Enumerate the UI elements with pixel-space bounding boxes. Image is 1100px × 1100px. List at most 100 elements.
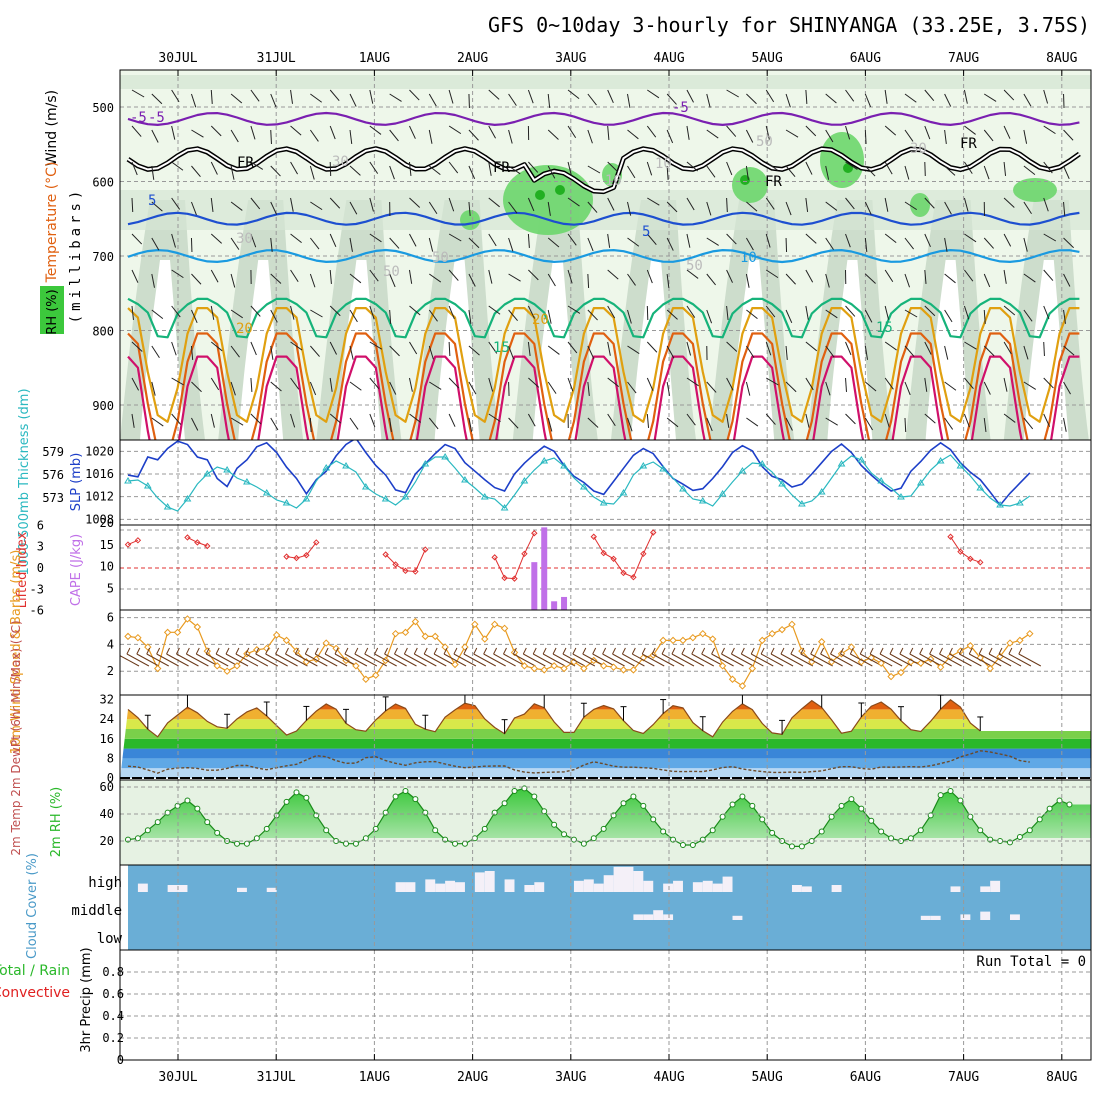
cloud-high-bar — [395, 882, 406, 892]
wind-barb-flag — [344, 647, 349, 655]
upper-wind-barb — [448, 269, 459, 281]
rh-point — [293, 789, 300, 796]
upper-wind-barb — [983, 129, 994, 142]
wind-speed-point — [1026, 629, 1034, 638]
upper-wind-barb — [1043, 341, 1045, 357]
wind-barb-flag — [195, 647, 200, 655]
upper-wind-barb — [468, 237, 480, 249]
upper-wind-barb — [210, 161, 218, 175]
upper-wind-barb — [131, 125, 142, 137]
thickness-point — [778, 480, 786, 487]
thickness-point — [381, 495, 390, 502]
wind-barb-flag — [483, 647, 488, 655]
thickness-point — [401, 493, 410, 500]
rh-point — [590, 835, 597, 842]
li-point — [392, 561, 399, 568]
upper-wind-barb — [1023, 237, 1028, 252]
slp-thickness-panel: 579 576 573 1020 1016 1012 1008 — [42, 439, 1092, 526]
wind-barb — [582, 653, 606, 667]
cloud-high-bar — [474, 872, 485, 892]
upper-wind-barb — [290, 197, 294, 212]
upper-wind-barb — [805, 197, 809, 212]
cloud-high-bar — [791, 885, 802, 892]
wind-barb — [324, 653, 348, 667]
wind-barb — [205, 653, 229, 667]
contour-label: -5 — [672, 100, 689, 116]
cape-bar — [561, 596, 568, 610]
upper-wind-barb — [805, 305, 809, 320]
wind-speed-point — [471, 620, 479, 629]
upper-wind-barb — [527, 89, 534, 104]
wind-barb — [879, 653, 903, 667]
upper-wind-barb — [151, 165, 155, 180]
rh-point — [660, 828, 667, 835]
thickness-point — [540, 457, 549, 464]
upper-wind-barb — [904, 237, 914, 250]
rh-core — [555, 185, 565, 195]
upper-wind-barb — [230, 345, 240, 358]
rh-point — [412, 796, 419, 803]
rh-point — [541, 808, 548, 815]
wind-speed-point — [748, 664, 757, 673]
cloud-high-bar — [237, 887, 247, 892]
legend-temperature: Temperature (°C) — [44, 162, 60, 284]
wind-speed-point — [401, 628, 410, 637]
cloud-mid-bar — [643, 914, 654, 920]
date-label-top: 4AUG — [653, 51, 684, 66]
cape-bar — [531, 562, 538, 610]
cloud-high-bar — [583, 879, 594, 892]
upper-wind-barb — [448, 233, 462, 242]
upper-wind-barb — [230, 201, 243, 211]
upper-wind-barb — [1003, 233, 1012, 247]
upper-wind-barb — [567, 341, 578, 354]
slp-tick: 1020 — [85, 444, 114, 458]
upper-wind-barb — [924, 269, 927, 284]
upper-wind-barb — [1023, 381, 1037, 390]
upper-wind-barb — [666, 93, 677, 105]
contour-label: 10 — [605, 173, 622, 189]
precip-tick: 0.2 — [102, 1031, 124, 1045]
upper-wind-barb — [508, 201, 518, 214]
upper-wind-barb — [845, 413, 856, 425]
upper-wind-barb — [171, 161, 184, 171]
upper-wind-barb — [944, 93, 952, 107]
upper-wind-barb — [944, 381, 957, 391]
upper-wind-barb — [607, 269, 619, 280]
wind-speed-point — [421, 632, 430, 641]
cloud-high-bar — [266, 887, 277, 892]
wind-barb-flag — [354, 647, 359, 655]
wind-barb — [120, 655, 140, 667]
upper-wind-barb — [1063, 381, 1071, 395]
wind-barb — [245, 653, 269, 667]
contour-label: 10 — [740, 250, 757, 266]
rh-point — [788, 843, 795, 850]
upper-wind-barb — [983, 93, 997, 102]
dewpoint-line — [127, 750, 1030, 774]
rh-point — [620, 800, 627, 807]
upper-wind-barb — [646, 161, 653, 176]
contour-label: 30 — [236, 231, 253, 247]
wind-speed-point — [986, 664, 994, 673]
rh-point — [164, 809, 171, 816]
li-point — [194, 539, 201, 546]
rh-point — [343, 840, 350, 847]
wind-barb-flag — [156, 647, 161, 655]
wind-barb-flag — [542, 647, 547, 655]
upper-wind-barb — [607, 377, 620, 388]
upper-wind-barb — [964, 161, 973, 174]
wind-barb — [334, 653, 358, 667]
wind-barb-flag — [314, 647, 319, 655]
upper-wind-barb — [171, 197, 181, 210]
upper-wind-barb — [290, 269, 299, 283]
cloud-mid-bar — [663, 914, 674, 920]
upper-wind-barb — [547, 273, 556, 287]
isotherm-line — [127, 297, 1080, 339]
rh-point — [868, 817, 875, 824]
upper-wind-barb — [428, 309, 438, 322]
upper-wind-barb — [686, 89, 694, 103]
wind-barb-flag — [681, 647, 686, 655]
cloud-level-label: high — [88, 875, 122, 891]
wind-barb-flag — [830, 647, 834, 655]
rh-point — [888, 835, 895, 842]
cloud-level-label: low — [97, 931, 123, 947]
